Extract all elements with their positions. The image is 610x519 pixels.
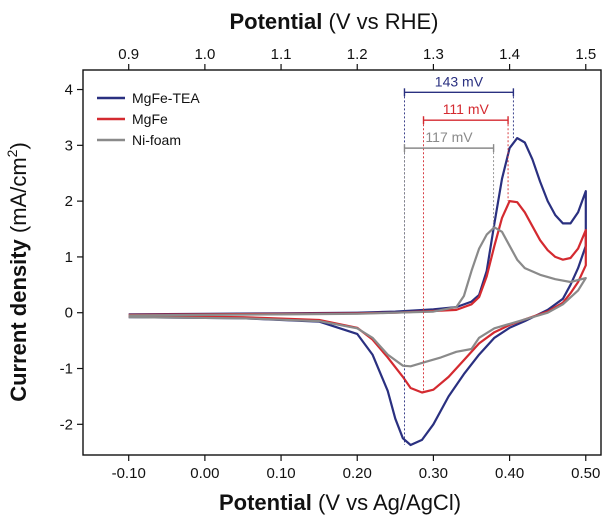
annotation-label: 117 mV	[425, 129, 473, 145]
series-line-mgfe	[128, 200, 587, 394]
y-axis-title-end: )	[6, 142, 31, 149]
plot-frame	[82, 69, 602, 456]
x2-tick-label: 1.4	[499, 46, 520, 63]
legend-label: Ni-foam	[132, 132, 181, 148]
x2-tick-label: 1.3	[423, 46, 444, 63]
series-line-ni-foam	[128, 226, 587, 368]
x-tick-label: 0.20	[343, 465, 372, 482]
x-axis-top: 0.9 1.0 1.1 1.2 1.3 1.4 1.5	[118, 46, 596, 70]
y-axis-title-bold: Current density	[6, 238, 31, 401]
y-axis-title: Current density (mA/cm2)	[4, 142, 31, 402]
y-axis-title-sup: 2	[4, 149, 20, 157]
x-tick-label: 0.30	[419, 465, 448, 482]
peak-separation-annotations: 143 mV 111 mV 117 mV	[403, 73, 515, 445]
y-tick-label: 2	[65, 193, 73, 210]
y-tick-label: 0	[65, 305, 73, 322]
series-line-mgfe-tea	[128, 137, 587, 447]
x-tick-label: -0.10	[112, 465, 146, 482]
y-axis: -2 -1 0 1 2 3 4	[60, 82, 83, 433]
y-tick-label: 3	[65, 137, 73, 154]
x2-axis-title: Potential (V vs RHE)	[229, 9, 438, 34]
y-tick-label: 4	[65, 82, 73, 99]
annotation-label: 111 mV	[443, 101, 490, 117]
x-axis-title: Potential (V vs Ag/AgCl)	[219, 490, 461, 515]
y-tick-label: -1	[60, 361, 73, 378]
x-axis-title-rest: (V vs Ag/AgCl)	[312, 490, 461, 515]
y-tick-label: -2	[60, 416, 73, 433]
x-axis-bottom: -0.10 0.00 0.10 0.20 0.30 0.40 0.50	[112, 455, 600, 482]
x-axis-title-bold: Potential	[219, 490, 312, 515]
plot-border	[82, 69, 602, 456]
x-tick-label: 0.40	[495, 465, 524, 482]
legend: MgFe-TEA MgFe Ni-foam	[97, 90, 200, 148]
x2-tick-label: 1.1	[271, 46, 292, 63]
legend-label: MgFe-TEA	[132, 90, 200, 106]
x2-tick-label: 0.9	[118, 46, 139, 63]
y-axis-title-rest: (mA/cm	[6, 157, 31, 239]
cv-curves	[128, 137, 587, 447]
x2-tick-label: 1.0	[194, 46, 215, 63]
x2-tick-label: 1.2	[347, 46, 368, 63]
x-tick-label: 0.50	[571, 465, 600, 482]
x2-axis-title-rest: (V vs RHE)	[322, 9, 438, 34]
legend-label: MgFe	[132, 111, 168, 127]
annotation-label: 143 mV	[435, 73, 484, 89]
x-tick-label: 0.10	[266, 465, 295, 482]
y-tick-label: 1	[65, 249, 73, 266]
x-tick-label: 0.00	[190, 465, 219, 482]
x2-axis-title-bold: Potential	[229, 9, 322, 34]
x2-tick-label: 1.5	[575, 46, 596, 63]
